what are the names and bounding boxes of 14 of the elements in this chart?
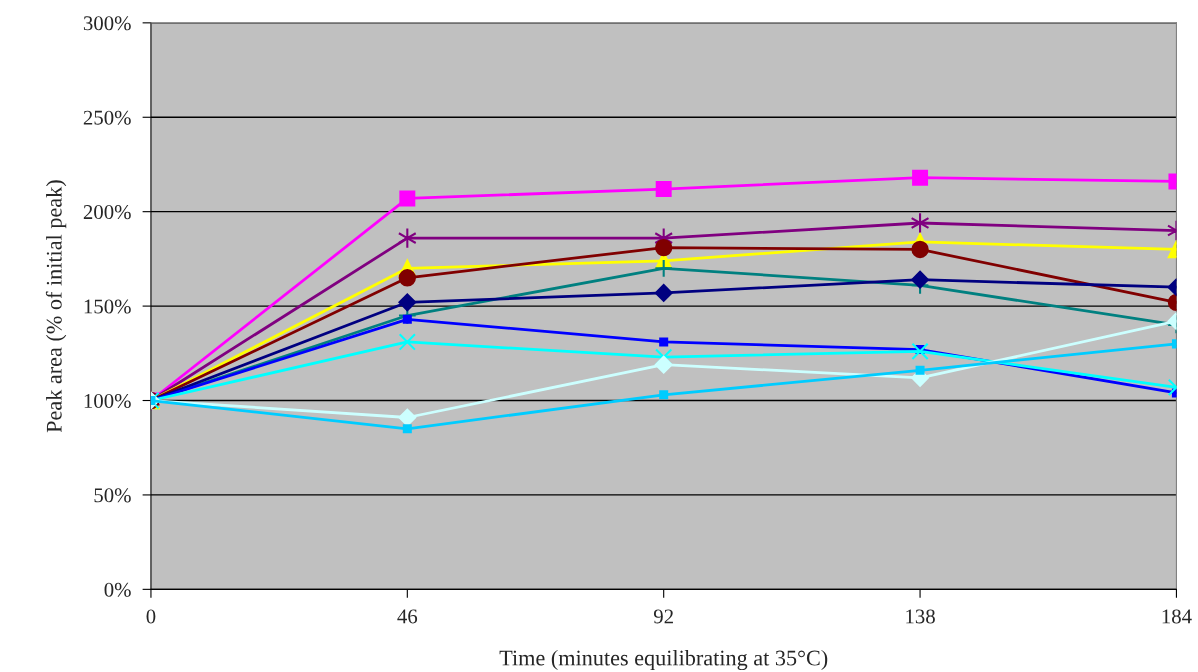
y-tick-label: 200% bbox=[83, 205, 131, 220]
x-tick-label: 92 bbox=[653, 609, 673, 624]
y-tick-label: 50% bbox=[94, 488, 131, 503]
x-tick-label: 184 bbox=[1162, 609, 1192, 624]
y-axis-title: Peak area (% of initial peak) bbox=[45, 180, 67, 433]
y-tick-label: 300% bbox=[83, 16, 131, 31]
y-tick-label: 250% bbox=[83, 110, 131, 125]
x-tick-label: 138 bbox=[906, 609, 935, 624]
y-tick-label: 100% bbox=[84, 393, 131, 409]
y-tick-label: 150% bbox=[84, 299, 131, 314]
x-axis-title: Time (minutes equilibrating at 35°C) bbox=[499, 649, 828, 671]
y-tick-label: 0% bbox=[104, 582, 131, 597]
x-tick-label: 46 bbox=[397, 609, 418, 624]
x-tick-label: 0 bbox=[146, 609, 156, 624]
